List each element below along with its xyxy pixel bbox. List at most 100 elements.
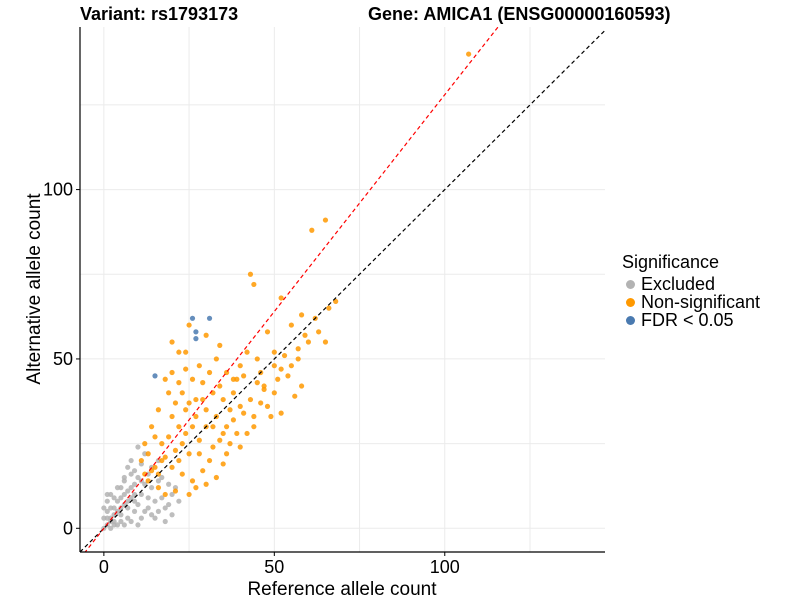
point-excluded xyxy=(145,505,151,511)
point-non-significant xyxy=(186,400,192,406)
y-axis-label: Alternative allele count xyxy=(24,193,45,385)
point-non-significant xyxy=(159,441,165,447)
x-axis-label: Reference allele count xyxy=(247,579,437,600)
point-excluded xyxy=(101,515,107,521)
variant-title: Variant: rs1793173 xyxy=(80,4,239,24)
x-tick-label: 50 xyxy=(264,557,284,577)
point-excluded xyxy=(121,522,127,528)
point-non-significant xyxy=(176,349,182,355)
x-tick-label: 0 xyxy=(99,557,109,577)
point-non-significant xyxy=(166,434,172,440)
point-non-significant xyxy=(237,403,243,409)
point-excluded xyxy=(166,501,172,508)
point-non-significant xyxy=(278,410,284,416)
point-non-significant xyxy=(251,413,257,420)
point-non-significant xyxy=(298,383,305,389)
point-non-significant xyxy=(193,485,199,491)
point-non-significant xyxy=(162,491,168,498)
y-tick-label: 0 xyxy=(63,518,73,538)
y-tick-label: 50 xyxy=(53,349,73,369)
point-non-significant xyxy=(176,380,182,386)
point-non-significant xyxy=(261,383,267,389)
point-excluded xyxy=(135,501,141,508)
point-non-significant xyxy=(196,437,202,443)
point-non-significant xyxy=(179,441,185,447)
point-excluded xyxy=(128,518,134,525)
point-excluded xyxy=(118,518,124,525)
point-excluded xyxy=(125,498,131,504)
point-non-significant xyxy=(152,434,158,440)
reference-line-identity xyxy=(80,29,605,552)
point-excluded xyxy=(114,498,121,504)
legend-label-fdr: FDR < 0.05 xyxy=(641,309,734,330)
point-excluded xyxy=(128,471,134,477)
point-non-significant xyxy=(217,342,223,348)
point-non-significant xyxy=(193,396,199,403)
point-non-significant xyxy=(220,461,226,467)
gene-title: Gene: AMICA1 (ENSG00000160593) xyxy=(368,4,671,24)
point-non-significant xyxy=(189,478,196,484)
point-excluded xyxy=(128,485,134,491)
point-non-significant xyxy=(159,457,165,464)
point-excluded xyxy=(131,468,138,474)
point-non-significant xyxy=(285,373,291,379)
point-non-significant xyxy=(292,393,298,399)
point-non-significant xyxy=(179,390,185,396)
point-non-significant xyxy=(152,464,158,470)
point-non-significant xyxy=(169,464,175,470)
point-non-significant xyxy=(189,424,196,430)
point-excluded xyxy=(118,512,124,518)
data-points xyxy=(101,51,472,531)
point-excluded xyxy=(138,515,144,521)
point-non-significant xyxy=(230,417,237,423)
point-excluded xyxy=(142,508,148,514)
point-non-significant xyxy=(155,485,162,491)
point-non-significant xyxy=(172,447,179,453)
point-non-significant xyxy=(220,430,226,437)
point-non-significant xyxy=(264,329,271,335)
point-non-significant xyxy=(230,390,237,396)
point-non-significant xyxy=(206,457,213,464)
point-non-significant xyxy=(309,227,315,233)
point-excluded xyxy=(148,512,155,518)
y-tick-label: 100 xyxy=(43,180,73,200)
point-non-significant xyxy=(271,363,277,369)
point-non-significant xyxy=(281,352,288,359)
legend-item-non-significant: Non-significant xyxy=(622,292,760,312)
point-non-significant xyxy=(223,424,230,430)
point-non-significant xyxy=(169,413,175,420)
tick-labels: 0 50 100 0 50 100 xyxy=(43,180,460,577)
point-non-significant xyxy=(196,363,202,369)
point-non-significant xyxy=(183,366,189,372)
point-non-significant xyxy=(203,407,209,413)
point-excluded xyxy=(131,498,138,504)
point-excluded xyxy=(135,474,141,481)
point-excluded xyxy=(135,522,141,528)
point-excluded xyxy=(145,495,151,501)
point-excluded xyxy=(108,525,114,531)
point-non-significant xyxy=(251,281,257,288)
point-excluded xyxy=(111,505,117,511)
point-excluded xyxy=(155,508,162,514)
point-non-significant xyxy=(251,424,257,430)
point-non-significant xyxy=(278,366,284,372)
point-non-significant xyxy=(237,444,243,450)
point-fdr-0-05 xyxy=(206,315,213,321)
point-non-significant xyxy=(241,410,247,416)
reference-line-fit xyxy=(84,27,499,552)
point-non-significant xyxy=(213,474,219,481)
legend-swatch-fdr xyxy=(626,315,635,325)
point-non-significant xyxy=(244,430,250,437)
point-non-significant xyxy=(322,339,329,345)
point-excluded xyxy=(169,512,175,518)
point-non-significant xyxy=(145,451,151,457)
point-non-significant xyxy=(220,396,226,403)
point-non-significant xyxy=(176,424,182,430)
point-non-significant xyxy=(186,322,192,328)
legend-item-excluded: Excluded xyxy=(622,274,760,294)
reference-lines xyxy=(80,27,605,552)
point-non-significant xyxy=(271,390,277,396)
point-excluded xyxy=(131,481,138,487)
point-excluded xyxy=(162,505,168,511)
